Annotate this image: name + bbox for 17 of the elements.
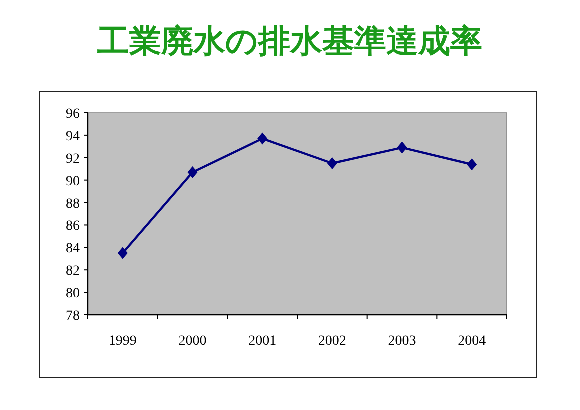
title: 工業廃水の排水基準達成率 — [98, 22, 482, 60]
y-tick-label: 82 — [66, 264, 80, 280]
x-tick-label: 2003 — [388, 334, 416, 349]
y-tick-label: 78 — [66, 309, 80, 324]
y-tick-label: 90 — [66, 174, 80, 190]
y-tick-label: 92 — [66, 152, 80, 167]
x-tick-label: 2001 — [248, 334, 277, 349]
x-tick-label: 2002 — [318, 334, 346, 349]
x-tick-label: 2004 — [458, 334, 486, 349]
y-tick-label: 86 — [66, 219, 80, 234]
x-tick-label: 1999 — [108, 334, 137, 349]
y-tick-label: 80 — [66, 286, 80, 302]
y-tick-label: 88 — [66, 196, 80, 212]
y-tick-label: 96 — [66, 107, 80, 122]
x-tick-label: 2000 — [178, 334, 207, 349]
y-tick-label: 94 — [66, 129, 80, 144]
y-tick-label: 84 — [66, 242, 80, 257]
